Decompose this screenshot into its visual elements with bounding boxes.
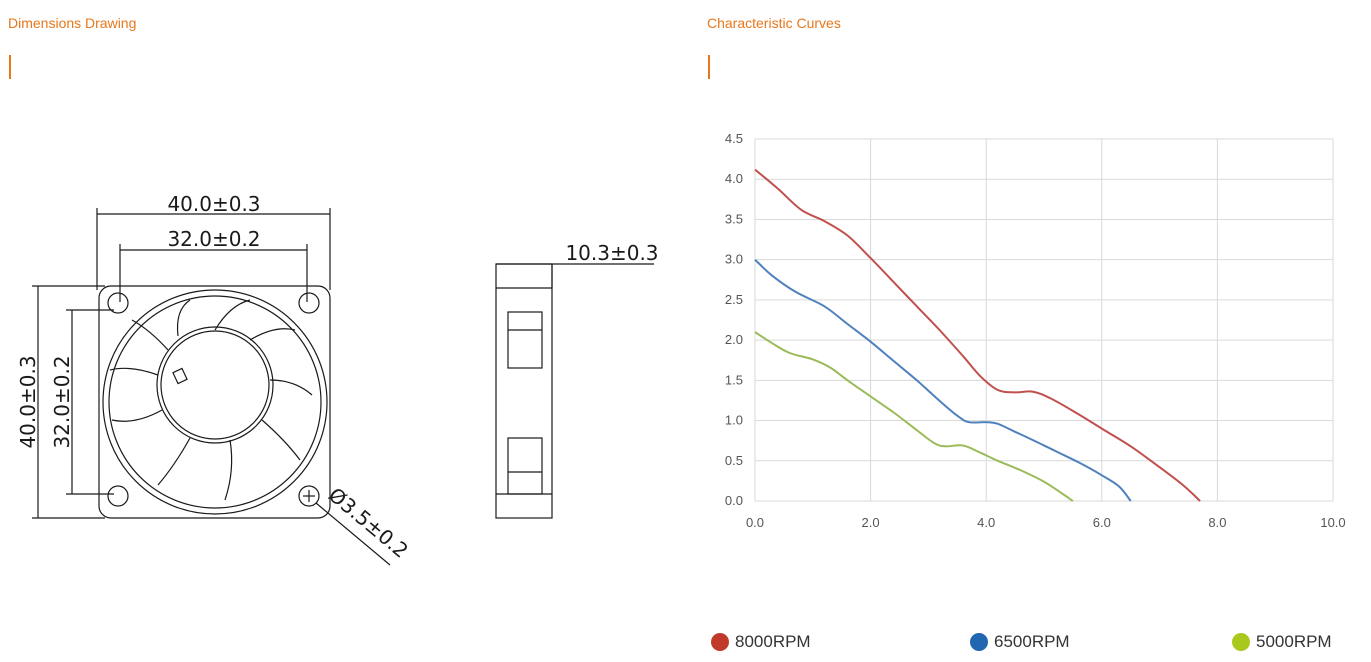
mounting-hole [298, 292, 320, 314]
legend-label: 5000RPM [1256, 632, 1332, 651]
characteristic-curves-chart: 0.0 0.5 1.0 1.5 2.0 2.5 3.0 3.5 4.0 4.5 0.0 2.0 4.0 6… [725, 131, 1346, 530]
dim-thickness-label: 10.3±0.3 [565, 241, 658, 265]
hole-leader-line [315, 502, 391, 566]
y-tick-label: 3.5 [725, 211, 743, 226]
fan-blade [261, 419, 301, 461]
section-accent-bar [708, 55, 710, 79]
y-tick-label: 4.5 [725, 131, 743, 146]
mounting-hole [107, 292, 129, 314]
legend-dot-icon [711, 633, 729, 651]
characteristic-curves-title: Characteristic Curves [707, 15, 841, 31]
fan-ring-outer [102, 289, 328, 515]
fan-blade [224, 439, 233, 501]
fan-dimensions-drawing: 40.0±0.3 32.0±0.2 40.0±0.3 32.0±0.2 10.3… [16, 192, 659, 566]
x-tick-label: 6.0 [1093, 515, 1111, 530]
legend-label: 6500RPM [994, 632, 1070, 651]
legend-item-series-0: 8000RPM [711, 631, 811, 653]
dim-width-outer-label: 40.0±0.3 [167, 192, 260, 216]
legend-dot-icon [970, 633, 988, 651]
fan-blade [269, 379, 313, 396]
fan-frame-outline [98, 285, 331, 519]
legend-dot-icon [1232, 633, 1250, 651]
x-tick-label: 2.0 [862, 515, 880, 530]
y-tick-label: 4.0 [725, 171, 743, 186]
plot-area-border [754, 138, 1334, 502]
y-tick-label: 3.0 [725, 252, 743, 267]
section-accent-bar [9, 55, 11, 79]
fan-blade [131, 319, 169, 351]
fan-hub-inner [160, 330, 270, 440]
fan-blade [111, 409, 163, 422]
dim-height-outer-label: 40.0±0.3 [16, 355, 40, 448]
y-tick-label: 1.0 [725, 413, 743, 428]
dimensions-drawing-title: Dimensions Drawing [8, 15, 137, 31]
x-tick-label: 8.0 [1208, 515, 1226, 530]
mounting-hole [298, 485, 320, 507]
fan-blade [249, 328, 296, 341]
fan-blade [176, 299, 191, 337]
dim-width-inner-label: 32.0±0.2 [167, 227, 260, 251]
series-line-0 [754, 168, 1201, 502]
fan-blade [109, 367, 159, 376]
y-tick-label: 2.0 [725, 332, 743, 347]
fan-side-view [495, 263, 553, 519]
y-tick-label: 0.5 [725, 453, 743, 468]
dim-hole-diameter-label: Ø3.5±0.2 [324, 483, 413, 563]
x-tick-label: 10.0 [1320, 515, 1345, 530]
x-tick-label: 4.0 [977, 515, 995, 530]
y-tick-label: 1.5 [725, 372, 743, 387]
legend-item-series-2: 5000RPM [1232, 631, 1332, 653]
fan-blade [157, 437, 191, 486]
dim-height-inner-label: 32.0±0.2 [50, 355, 74, 448]
fan-blade [214, 299, 251, 331]
fan-hub-outer [156, 326, 274, 444]
hub-label-mark [172, 367, 188, 385]
side-view-slot [507, 311, 543, 369]
x-tick-label: 0.0 [746, 515, 764, 530]
series-line-2 [754, 331, 1074, 502]
side-view-slot [507, 437, 543, 495]
fan-ring-inner [108, 295, 322, 509]
y-tick-label: 2.5 [725, 292, 743, 307]
legend-label: 8000RPM [735, 632, 811, 651]
legend-item-series-1: 6500RPM [970, 631, 1070, 653]
series-line-1 [754, 258, 1132, 502]
mounting-hole [107, 485, 129, 507]
y-tick-label: 0.0 [725, 493, 743, 508]
